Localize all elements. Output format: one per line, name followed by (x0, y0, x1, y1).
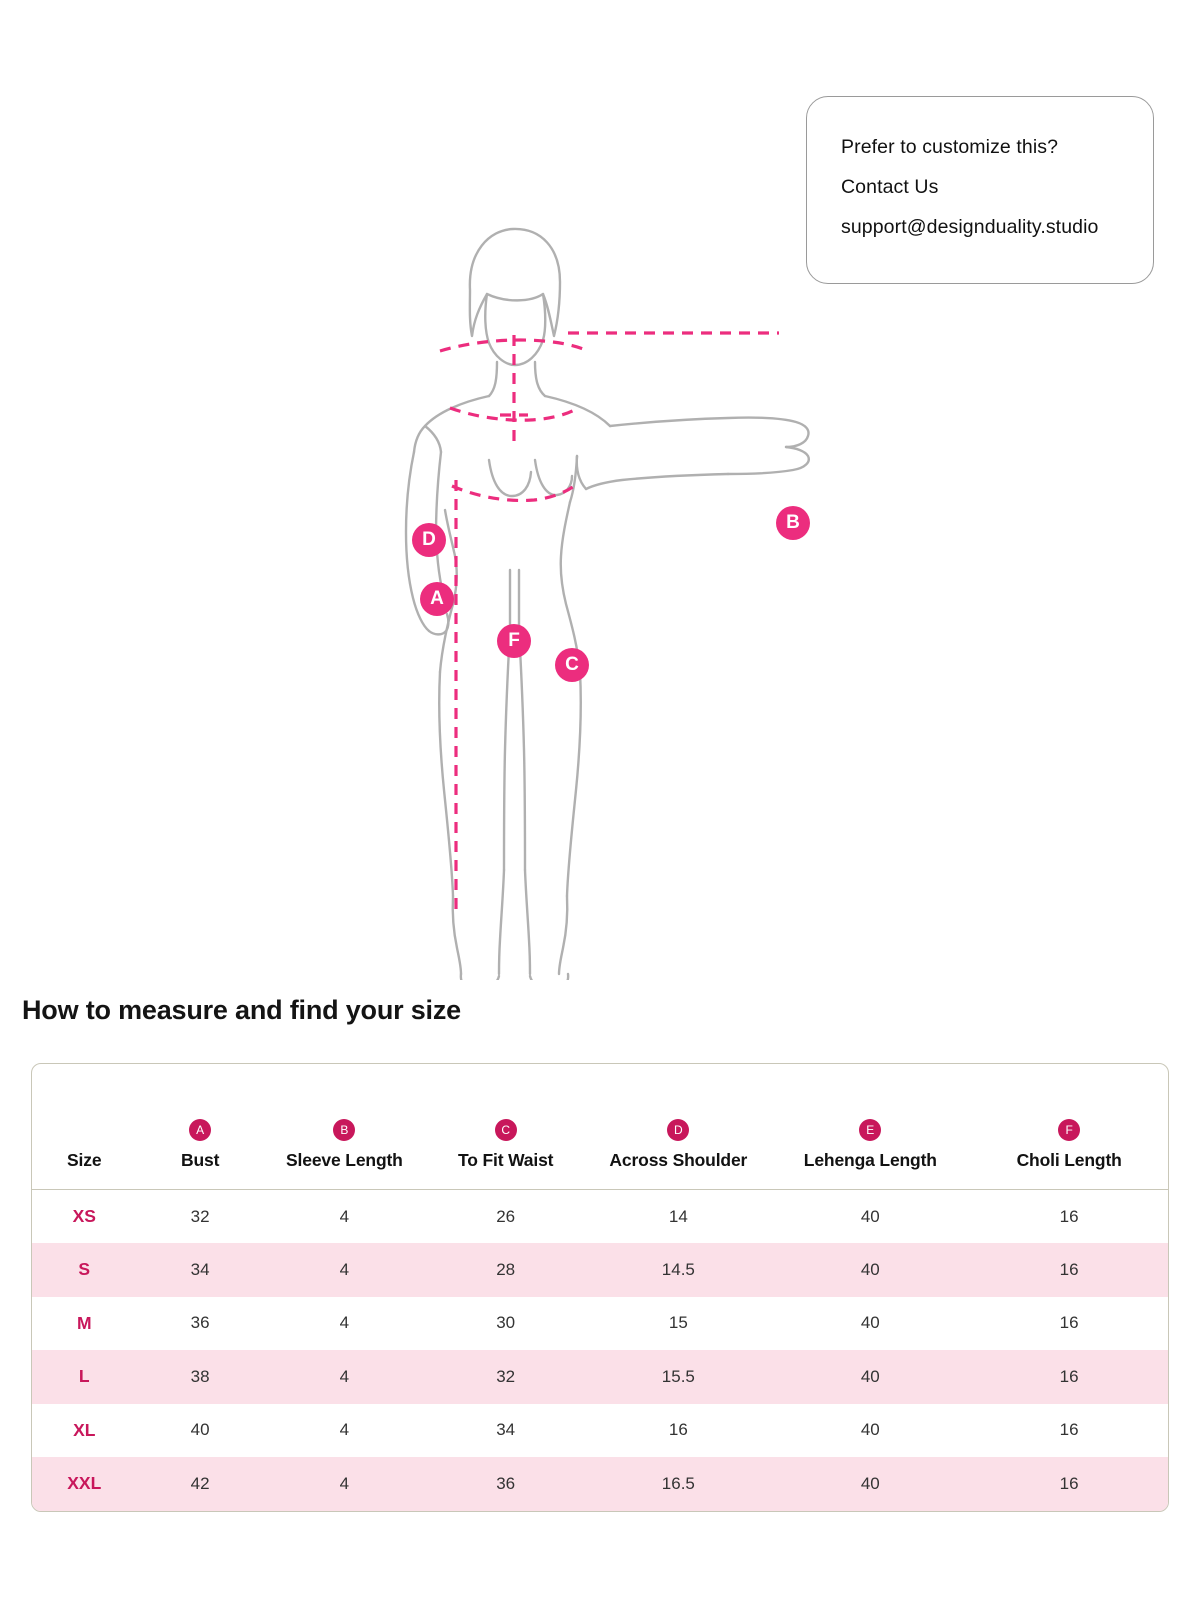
column-header-sleeve-length: B Sleeve Length (263, 1064, 426, 1190)
cell-choli-length: 16 (1059, 1206, 1079, 1226)
column-label-lehenga-length: Lehenga Length (803, 1150, 937, 1170)
column-header-lehenga-length: E Lehenga Length (770, 1064, 971, 1190)
badge-a-icon: A (189, 1119, 212, 1141)
cell-bust: 38 (190, 1366, 210, 1386)
column-header-across-shoulder: D Across Shoulder (586, 1064, 771, 1190)
cell-sleeve-length: 4 (339, 1366, 350, 1386)
column-label-size: Size (67, 1150, 102, 1170)
cell-across-shoulder: 15.5 (661, 1366, 695, 1386)
column-label-bust: Bust (180, 1150, 220, 1170)
cell-choli-length: 16 (1059, 1420, 1079, 1440)
marker-c: C (555, 648, 589, 682)
cell-sleeve-length: 4 (339, 1313, 350, 1333)
cell-to-fit-waist: 36 (496, 1473, 516, 1493)
table-row[interactable]: S 34 4 28 14.5 40 16 (32, 1243, 1168, 1297)
column-label-across-shoulder: Across Shoulder (609, 1150, 748, 1170)
cell-lehenga-length: 40 (860, 1206, 880, 1226)
size-chart-table: Size A Bust B Sleeve Length C To Fit Wai… (32, 1064, 1168, 1511)
cell-choli-length: 16 (1059, 1259, 1079, 1279)
callout-line-contact-us[interactable]: Contact Us (841, 176, 939, 198)
marker-f: F (497, 624, 531, 658)
table-header-row: Size A Bust B Sleeve Length C To Fit Wai… (32, 1064, 1168, 1190)
cell-across-shoulder: 14.5 (661, 1259, 695, 1279)
cell-choli-length: 16 (1059, 1366, 1079, 1386)
cell-across-shoulder: 16 (668, 1420, 688, 1440)
cell-bust: 42 (190, 1473, 210, 1493)
size-chart-container: Size A Bust B Sleeve Length C To Fit Wai… (31, 1063, 1169, 1512)
cell-size: M (76, 1312, 92, 1333)
cell-bust: 32 (190, 1206, 210, 1226)
cell-to-fit-waist: 34 (496, 1420, 516, 1440)
cell-across-shoulder: 14 (668, 1206, 688, 1226)
cell-lehenga-length: 40 (860, 1259, 880, 1279)
column-label-sleeve-length: Sleeve Length (286, 1150, 403, 1170)
column-header-choli-length: F Choli Length (970, 1064, 1168, 1190)
contact-callout: Prefer to customize this? Contact Us sup… (806, 96, 1154, 284)
cell-size: L (78, 1366, 90, 1387)
marker-a: A (420, 582, 454, 616)
cell-across-shoulder: 16.5 (661, 1473, 695, 1493)
marker-b: B (776, 506, 810, 540)
cell-sleeve-length: 4 (339, 1259, 350, 1279)
cell-sleeve-length: 4 (339, 1420, 350, 1440)
cell-lehenga-length: 40 (860, 1366, 880, 1386)
column-header-bust: A Bust (136, 1064, 264, 1190)
badge-b-icon: B (333, 1119, 356, 1141)
cell-across-shoulder: 15 (668, 1313, 688, 1333)
column-header-to-fit-waist: C To Fit Waist (425, 1064, 587, 1190)
cell-to-fit-waist: 26 (496, 1206, 516, 1226)
badge-c-icon: C (494, 1119, 517, 1141)
page-title: How to measure and find your size (22, 995, 461, 1025)
column-label-to-fit-waist: To Fit Waist (457, 1150, 554, 1170)
cell-size: XS (72, 1206, 96, 1226)
cell-choli-length: 16 (1059, 1313, 1079, 1333)
cell-size: S (78, 1259, 91, 1280)
cell-size: XL (73, 1419, 96, 1440)
table-row[interactable]: XS 32 4 26 14 40 16 (32, 1190, 1168, 1244)
cell-to-fit-waist: 30 (496, 1313, 516, 1333)
body-measurement-diagram: D A B C F E (0, 190, 860, 1133)
callout-line-customize: Prefer to customize this? (841, 136, 1059, 158)
column-label-choli-length: Choli Length (1016, 1150, 1122, 1170)
cell-bust: 36 (190, 1313, 210, 1333)
cell-lehenga-length: 40 (860, 1473, 880, 1493)
cell-bust: 40 (190, 1420, 210, 1440)
badge-e-icon: E (859, 1119, 882, 1141)
marker-d: D (412, 523, 446, 557)
cell-to-fit-waist: 28 (496, 1259, 516, 1279)
cell-bust: 34 (190, 1259, 210, 1279)
cell-choli-length: 16 (1059, 1473, 1079, 1493)
cell-sleeve-length: 4 (339, 1206, 350, 1226)
body-outline-svg (404, 227, 810, 980)
cell-lehenga-length: 40 (860, 1313, 880, 1333)
badge-f-icon: F (1058, 1119, 1081, 1141)
cell-lehenga-length: 40 (860, 1420, 880, 1440)
table-row[interactable]: M 36 4 30 15 40 16 (32, 1297, 1168, 1351)
badge-d-icon: D (667, 1119, 690, 1141)
cell-sleeve-length: 4 (339, 1473, 350, 1493)
table-row[interactable]: L 38 4 32 15.5 40 16 (32, 1350, 1168, 1404)
cell-to-fit-waist: 32 (496, 1366, 516, 1386)
table-row[interactable]: XL 40 4 34 16 40 16 (32, 1404, 1168, 1458)
table-row[interactable]: XXL 42 4 36 16.5 40 16 (32, 1457, 1168, 1511)
column-header-size: Size (32, 1064, 137, 1190)
callout-support-email[interactable]: support@designduality.studio (841, 216, 1099, 238)
cell-size: XXL (67, 1473, 102, 1494)
